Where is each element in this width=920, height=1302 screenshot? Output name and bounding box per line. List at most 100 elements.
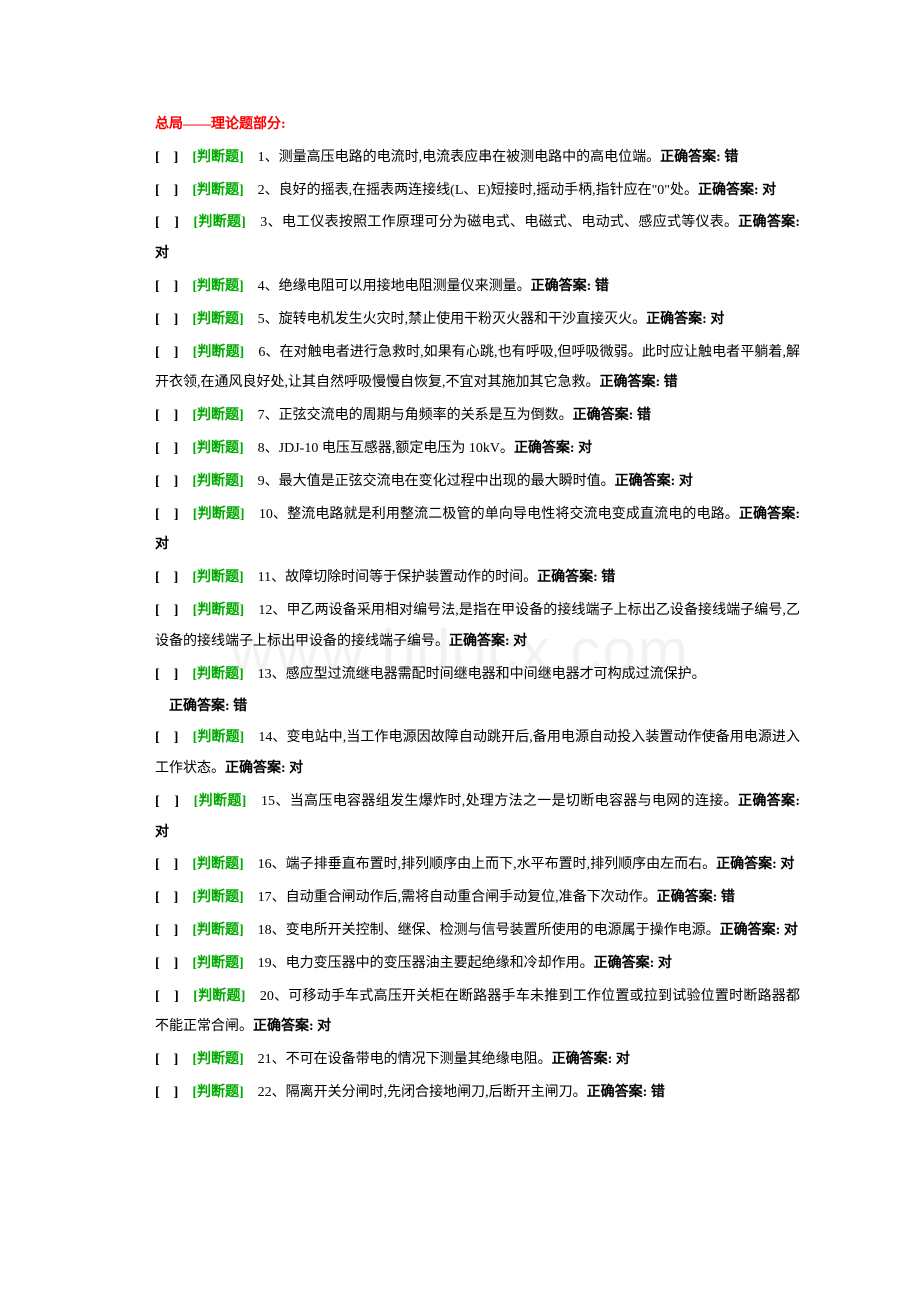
correct-answer: 正确答案: 对 bbox=[716, 857, 794, 872]
answer-bracket: [ ] bbox=[155, 667, 178, 682]
answer-bracket: [ ] bbox=[155, 507, 179, 522]
question-type-tag: [判断题] bbox=[178, 603, 244, 618]
question-item: [ ] [判断题] 11、故障切除时间等于保护装置动作的时间。正确答案: 错 bbox=[155, 563, 800, 594]
question-type-tag: [判断题] bbox=[178, 183, 243, 198]
question-text: 13、感应型过流继电器需配时间继电器和中间继电器才可构成过流保护。 bbox=[244, 667, 706, 682]
answer-bracket: [ ] bbox=[155, 857, 178, 872]
answer-bracket: [ ] bbox=[155, 890, 178, 905]
question-text: 8、JDJ-10 电压互感器,额定电压为 10kV。 bbox=[244, 441, 514, 456]
answer-bracket: [ ] bbox=[155, 408, 178, 423]
question-item: [ ] [判断题] 7、正弦交流电的周期与角频率的关系是互为倒数。正确答案: 错 bbox=[155, 401, 800, 432]
question-type-tag: [判断题] bbox=[178, 730, 244, 745]
question-item: [ ] [判断题] 4、绝缘电阻可以用接地电阻测量仪来测量。正确答案: 错 bbox=[155, 272, 800, 303]
question-text: 1、测量高压电路的电流时,电流表应串在被测电路中的高电位端。 bbox=[244, 150, 661, 165]
correct-answer: 正确答案: 错 bbox=[169, 699, 247, 714]
correct-answer: 正确答案: 对 bbox=[225, 761, 303, 776]
question-item: [ ] [判断题] 5、旋转电机发生火灾时,禁止使用干粉灭火器和干沙直接灭火。正… bbox=[155, 305, 800, 336]
question-text: 10、整流电路就是利用整流二极管的单向导电性将交流电变成直流电的电路。 bbox=[245, 507, 739, 522]
correct-answer: 正确答案: 对 bbox=[720, 923, 798, 938]
correct-answer: 正确答案: 对 bbox=[514, 441, 592, 456]
question-text: 15、当高压电容器组发生爆炸时,处理方法之一是切断电容器与电网的连接。 bbox=[246, 794, 738, 809]
question-text: 9、最大值是正弦交流电在变化过程中出现的最大瞬时值。 bbox=[244, 474, 615, 489]
question-type-tag: [判断题] bbox=[179, 507, 245, 522]
question-text: 18、变电所开关控制、继保、检测与信号装置所使用的电源属于操作电源。 bbox=[244, 923, 720, 938]
answer-bracket: [ ] bbox=[155, 989, 179, 1004]
question-type-tag: [判断题] bbox=[178, 956, 243, 971]
question-type-tag: [判断题] bbox=[178, 923, 243, 938]
question-item: [ ] [判断题] 16、端子排垂直布置时,排列顺序由上而下,水平布置时,排列顺… bbox=[155, 850, 800, 881]
question-type-tag: [判断题] bbox=[178, 474, 243, 489]
answer-bracket: [ ] bbox=[155, 1052, 178, 1067]
answer-bracket: [ ] bbox=[155, 570, 178, 585]
correct-answer: 正确答案: 对 bbox=[552, 1052, 630, 1067]
question-text: 7、正弦交流电的周期与角频率的关系是互为倒数。 bbox=[244, 408, 573, 423]
question-item: [ ] [判断题] 2、良好的摇表,在摇表两连接线(L、E)短接时,摇动手柄,指… bbox=[155, 176, 800, 207]
answer-bracket: [ ] bbox=[155, 279, 178, 294]
question-text: 3、电工仪表按照工作原理可分为磁电式、电磁式、电动式、感应式等仪表。 bbox=[246, 215, 739, 230]
answer-bracket: [ ] bbox=[155, 474, 178, 489]
correct-answer: 正确答案: 错 bbox=[537, 570, 615, 585]
question-text: 11、故障切除时间等于保护装置动作的时间。 bbox=[244, 570, 537, 585]
question-type-tag: [判断题] bbox=[178, 279, 243, 294]
correct-answer: 正确答案: 错 bbox=[531, 279, 609, 294]
question-text: 16、端子排垂直布置时,排列顺序由上而下,水平布置时,排列顺序由左而右。 bbox=[244, 857, 717, 872]
answer-bracket: [ ] bbox=[155, 1085, 178, 1100]
question-item: [ ] [判断题] 1、测量高压电路的电流时,电流表应串在被测电路中的高电位端。… bbox=[155, 143, 800, 174]
question-type-tag: [判断题] bbox=[178, 408, 243, 423]
correct-answer: 正确答案: 错 bbox=[587, 1085, 665, 1100]
question-text: 2、良好的摇表,在摇表两连接线(L、E)短接时,摇动手柄,指针应在"0"处。 bbox=[244, 183, 698, 198]
question-type-tag: [判断题] bbox=[178, 441, 243, 456]
question-type-tag: [判断题] bbox=[179, 989, 246, 1004]
question-type-tag: [判断题] bbox=[178, 890, 243, 905]
section-header: 总局——理论题部分: bbox=[155, 110, 800, 141]
question-item: [ ] [判断题] 3、电工仪表按照工作原理可分为磁电式、电磁式、电动式、感应式… bbox=[155, 208, 800, 270]
question-type-tag: [判断题] bbox=[178, 1085, 243, 1100]
question-type-tag: [判断题] bbox=[178, 150, 243, 165]
question-text: 6、在对触电者进行急救时,如果有心跳,也有呼吸,但呼吸微弱。此时应让触电者平躺着… bbox=[155, 345, 800, 391]
correct-answer: 正确答案: 错 bbox=[573, 408, 651, 423]
question-item: [ ] [判断题] 14、变电站中,当工作电源因故障自动跳开后,备用电源自动投入… bbox=[155, 723, 800, 785]
correct-answer: 正确答案: 对 bbox=[594, 956, 672, 971]
question-item: [ ] [判断题] 9、最大值是正弦交流电在变化过程中出现的最大瞬时值。正确答案… bbox=[155, 467, 800, 498]
answer-bracket: [ ] bbox=[155, 730, 178, 745]
correct-answer: 正确答案: 对 bbox=[698, 183, 776, 198]
answer-bracket: [ ] bbox=[155, 603, 178, 618]
correct-answer: 正确答案: 对 bbox=[253, 1019, 331, 1034]
question-item: [ ] [判断题] 20、可移动手车式高压开关柜在断路器手车未推到工作位置或拉到… bbox=[155, 982, 800, 1044]
question-item: [ ] [判断题] 12、甲乙两设备采用相对编号法,是指在甲设备的接线端子上标出… bbox=[155, 596, 800, 658]
question-type-tag: [判断题] bbox=[179, 794, 246, 809]
question-type-tag: [判断题] bbox=[178, 667, 243, 682]
question-text: 4、绝缘电阻可以用接地电阻测量仪来测量。 bbox=[244, 279, 531, 294]
answer-bracket: [ ] bbox=[155, 345, 178, 360]
answer-bracket: [ ] bbox=[155, 923, 178, 938]
document-content: 总局——理论题部分: [ ] [判断题] 1、测量高压电路的电流时,电流表应串在… bbox=[155, 110, 800, 1109]
answer-bracket: [ ] bbox=[155, 183, 178, 198]
question-item: [ ] [判断题] 21、不可在设备带电的情况下测量其绝缘电阻。正确答案: 对 bbox=[155, 1045, 800, 1076]
answer-bracket: [ ] bbox=[155, 441, 178, 456]
question-type-tag: [判断题] bbox=[179, 215, 246, 230]
question-item: [ ] [判断题] 6、在对触电者进行急救时,如果有心跳,也有呼吸,但呼吸微弱。… bbox=[155, 338, 800, 400]
question-text: 17、自动重合闸动作后,需将自动重合闸手动复位,准备下次动作。 bbox=[244, 890, 657, 905]
question-text: 21、不可在设备带电的情况下测量其绝缘电阻。 bbox=[244, 1052, 552, 1067]
question-item: [ ] [判断题] 15、当高压电容器组发生爆炸时,处理方法之一是切断电容器与电… bbox=[155, 787, 800, 849]
answer-bracket: [ ] bbox=[155, 794, 179, 809]
question-type-tag: [判断题] bbox=[178, 312, 243, 327]
question-item: [ ] [判断题] 10、整流电路就是利用整流二极管的单向导电性将交流电变成直流… bbox=[155, 500, 800, 562]
correct-answer: 正确答案: 对 bbox=[449, 634, 527, 649]
question-item: [ ] [判断题] 13、感应型过流继电器需配时间继电器和中间继电器才可构成过流… bbox=[155, 660, 800, 691]
correct-answer: 正确答案: 对 bbox=[646, 312, 724, 327]
question-text: 19、电力变压器中的变压器油主要起绝缘和冷却作用。 bbox=[244, 956, 594, 971]
correct-answer: 正确答案: 错 bbox=[660, 150, 738, 165]
answer-line: 正确答案: 错 bbox=[155, 692, 800, 723]
answer-bracket: [ ] bbox=[155, 312, 178, 327]
question-item: [ ] [判断题] 17、自动重合闸动作后,需将自动重合闸手动复位,准备下次动作… bbox=[155, 883, 800, 914]
question-text: 20、可移动手车式高压开关柜在断路器手车未推到工作位置或拉到试验位置时断路器都不… bbox=[155, 989, 800, 1035]
question-type-tag: [判断题] bbox=[178, 570, 243, 585]
question-text: 5、旋转电机发生火灾时,禁止使用干粉灭火器和干沙直接灭火。 bbox=[244, 312, 647, 327]
answer-bracket: [ ] bbox=[155, 150, 178, 165]
question-item: [ ] [判断题] 18、变电所开关控制、继保、检测与信号装置所使用的电源属于操… bbox=[155, 916, 800, 947]
correct-answer: 正确答案: 错 bbox=[657, 890, 735, 905]
answer-bracket: [ ] bbox=[155, 956, 178, 971]
question-item: [ ] [判断题] 8、JDJ-10 电压互感器,额定电压为 10kV。正确答案… bbox=[155, 434, 800, 465]
question-type-tag: [判断题] bbox=[178, 1052, 243, 1067]
